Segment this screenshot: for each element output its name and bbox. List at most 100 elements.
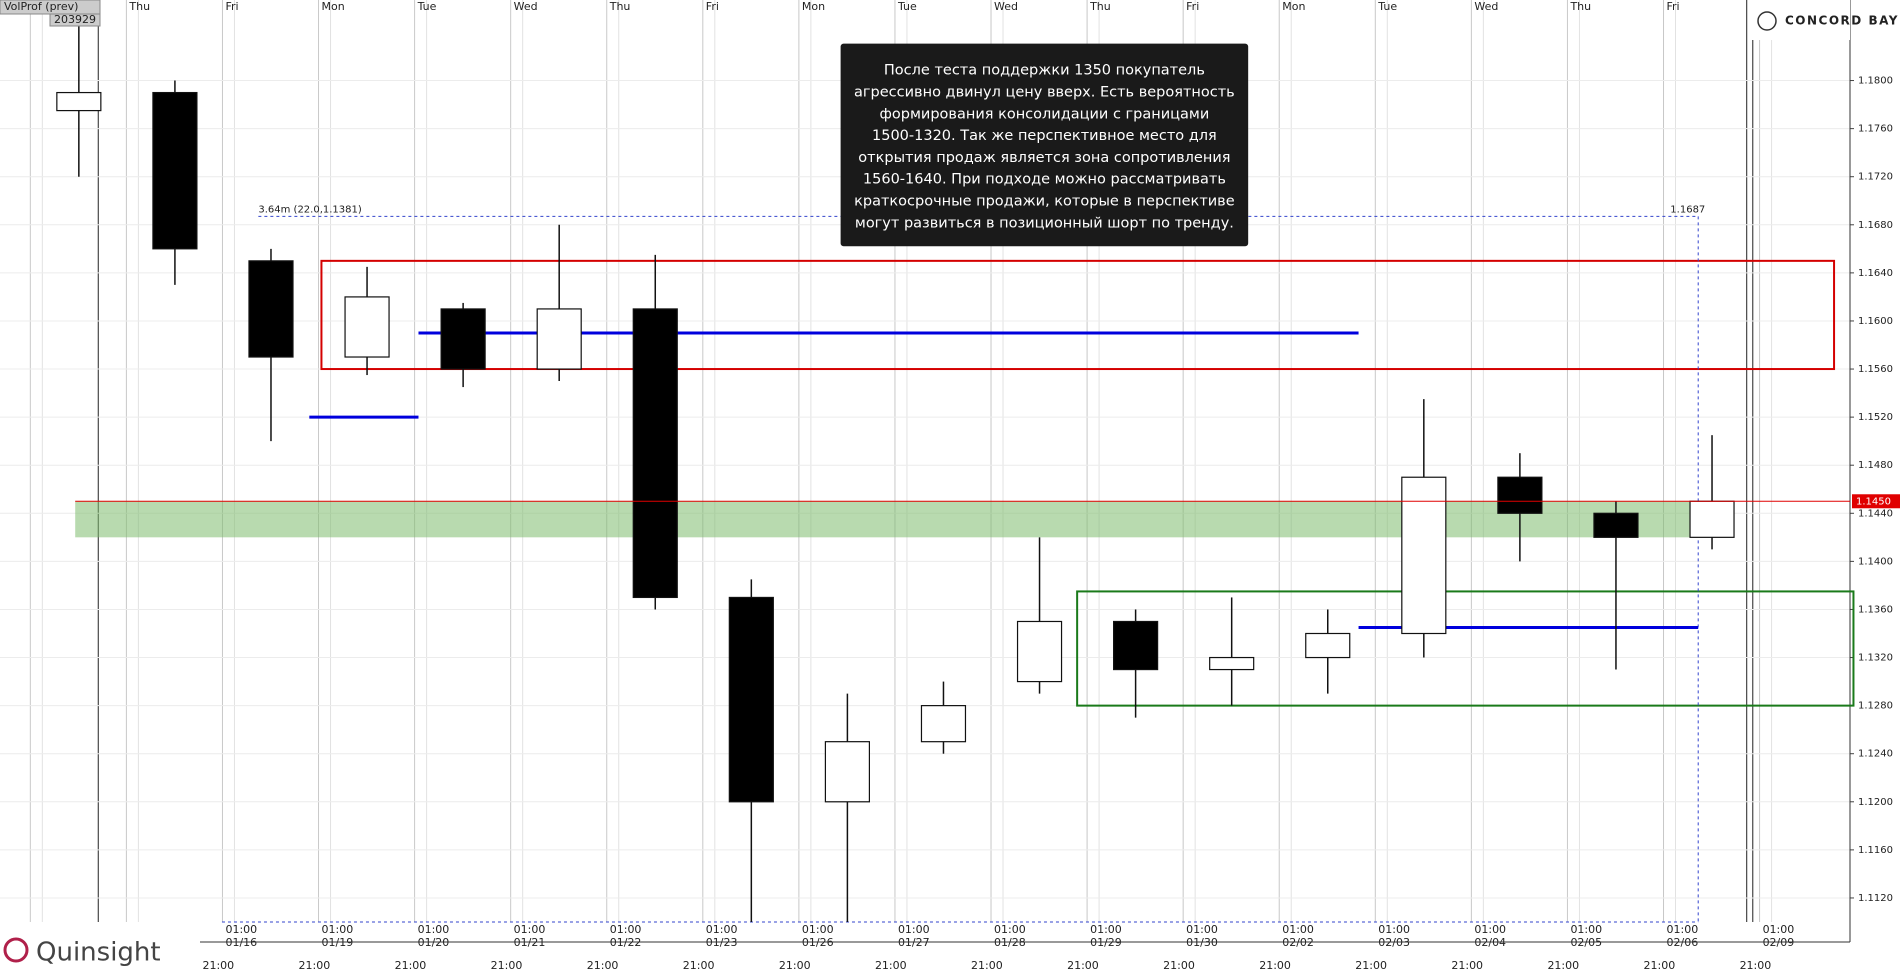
note-box	[840, 43, 1249, 247]
y-tick-label: 1.1360	[1858, 604, 1893, 615]
bar-time: 21:00	[875, 959, 907, 972]
logo-icon	[3, 937, 29, 963]
logo-box	[0, 935, 200, 973]
y-tick-label: 1.1480	[1858, 460, 1893, 471]
session-time: 01:00	[610, 923, 642, 936]
candle-body	[440, 308, 486, 370]
session-time: 01:00	[322, 923, 354, 936]
y-tick-label: 1.1520	[1858, 412, 1893, 423]
brand: CONCORD BAY	[1785, 14, 1899, 28]
note-line: могут развиться в позиционный шорт по тр…	[855, 215, 1234, 231]
day-label: Thu	[1089, 0, 1111, 13]
zone	[75, 501, 1699, 538]
session-time: 01:00	[1090, 923, 1122, 936]
y-tick-label: 1.1400	[1858, 556, 1893, 567]
brand-icon	[1757, 11, 1777, 31]
day-label: Fri	[225, 0, 238, 13]
day-label: Wed	[514, 0, 538, 13]
day-label: Mon	[802, 0, 825, 13]
bar-time: 21:00	[971, 959, 1003, 972]
session-time: 01:00	[1378, 923, 1410, 936]
candle-body	[344, 296, 390, 358]
candle-body	[1305, 632, 1351, 659]
y-tick-label: 1.1720	[1858, 172, 1893, 183]
bar-time: 21:00	[202, 959, 234, 972]
bar-time: 21:00	[1259, 959, 1291, 972]
y-tick-label: 1.1120	[1858, 893, 1893, 904]
zone	[1076, 590, 1855, 707]
day-label: Tue	[1377, 0, 1397, 13]
candle-body	[728, 596, 774, 803]
bar-time: 21:00	[1644, 959, 1676, 972]
candle-body	[920, 705, 967, 743]
candle-body	[1689, 500, 1735, 538]
candle-body	[632, 308, 678, 599]
session-time: 01:00	[1282, 923, 1314, 936]
bar-time: 21:00	[1163, 959, 1195, 972]
bar-time: 21:00	[1740, 959, 1772, 972]
bar-time: 21:00	[395, 959, 427, 972]
day-label: Wed	[994, 0, 1018, 13]
y-tick-label: 1.1560	[1858, 364, 1893, 375]
bar-time: 21:00	[1355, 959, 1387, 972]
bar-time: 21:00	[587, 959, 619, 972]
candle-body	[536, 308, 582, 370]
candle-body	[824, 741, 871, 803]
candle-body	[1497, 476, 1543, 514]
session-time: 01:00	[802, 923, 834, 936]
candle-body	[1593, 512, 1639, 538]
note-line: 1560-1640. При подходе можно рассматрива…	[863, 172, 1226, 188]
y-tick-label: 1.1200	[1858, 797, 1893, 808]
candle-body	[1401, 476, 1447, 635]
day-label: Thu	[1569, 0, 1591, 13]
note-line: формирования консолидации с границами	[880, 106, 1210, 122]
session-time: 01:00	[706, 923, 738, 936]
day-label: Mon	[1282, 0, 1305, 13]
candle-body	[1016, 620, 1063, 683]
candle-body	[56, 91, 102, 112]
day-label: Tue	[417, 0, 437, 13]
bar-time: 21:00	[299, 959, 331, 972]
y-tick-label: 1.1320	[1858, 653, 1893, 664]
day-label: Fri	[1667, 0, 1680, 13]
session-time: 01:00	[514, 923, 546, 936]
day-label: Thu	[128, 0, 150, 13]
indicator-value: 203929	[54, 13, 96, 26]
day-label: Tue	[897, 0, 917, 13]
session-time: 01:00	[1570, 923, 1602, 936]
profile-info: 3.64m (22.0,1.1381)	[258, 204, 362, 215]
day-label: Wed	[1474, 0, 1498, 13]
bar-time: 21:00	[779, 959, 811, 972]
candle-body	[1113, 620, 1159, 671]
last-price-label: 1.1450	[1856, 496, 1891, 507]
session-time: 01:00	[1186, 923, 1218, 936]
candle-body	[248, 260, 294, 358]
y-tick-label: 1.1800	[1858, 76, 1893, 87]
y-tick-label: 1.1440	[1858, 508, 1893, 519]
note-line: открытия продаж является зона сопротивле…	[858, 150, 1230, 166]
y-tick-label: 1.1160	[1858, 845, 1893, 856]
day-label: Thu	[609, 0, 631, 13]
day-label: Fri	[706, 0, 719, 13]
day-label: Mon	[322, 0, 345, 13]
note-line: 1500-1320. Так же перспективное место дл…	[872, 128, 1217, 144]
logo: Quinsight	[36, 938, 161, 968]
brand-box	[1752, 0, 1850, 40]
indicator-value-box	[49, 13, 101, 27]
candle-body	[152, 91, 198, 250]
day-label: Fri	[1186, 0, 1199, 13]
last-price-tag	[1852, 494, 1900, 509]
note-line: краткосрочные продажи, которые в перспек…	[854, 193, 1235, 209]
session-time: 01:00	[1667, 923, 1699, 936]
profile-high-label: 1.1687	[1670, 204, 1705, 215]
bar-time: 21:00	[1451, 959, 1483, 972]
candle-body	[1209, 656, 1255, 671]
bar-time: 21:00	[491, 959, 523, 972]
session-time: 01:00	[898, 923, 930, 936]
note-line: После теста поддержки 1350 покупатель	[884, 63, 1205, 79]
bar-time: 21:00	[1547, 959, 1579, 972]
bar-time: 21:00	[683, 959, 715, 972]
y-tick-label: 1.1680	[1858, 220, 1893, 231]
